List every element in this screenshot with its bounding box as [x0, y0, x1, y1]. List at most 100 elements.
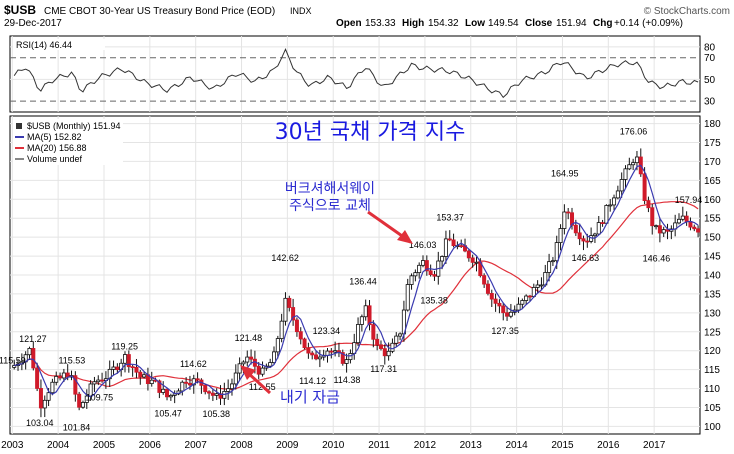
- price-label: 103.04: [26, 418, 54, 428]
- candle-body: [573, 224, 578, 234]
- annotation-berkshire-line2: 주식으로 교체: [289, 198, 371, 214]
- candle-body: [165, 388, 170, 398]
- high-label: High: [402, 18, 424, 29]
- chg-value: +0.14 (+0.09%): [614, 18, 683, 29]
- candle-body: [447, 238, 452, 241]
- candle-body: [157, 380, 162, 393]
- candle-body: [214, 393, 219, 396]
- candle-body: [432, 274, 437, 277]
- candle-body: [283, 297, 288, 322]
- candle-body: [600, 222, 605, 224]
- high-value: 154.32: [428, 18, 459, 29]
- candle-body: [604, 205, 609, 224]
- candle-body: [375, 338, 380, 346]
- candle-body: [577, 232, 582, 240]
- rsi-tick-label: 70: [704, 53, 716, 64]
- price-label: 109.75: [86, 393, 114, 403]
- candle-body: [646, 200, 651, 209]
- y-tick-label: 155: [704, 214, 721, 225]
- candle-body: [111, 366, 116, 370]
- candle-body: [394, 335, 399, 344]
- price-label: 101.84: [63, 422, 91, 432]
- candle-body: [96, 379, 101, 383]
- y-tick-label: 180: [704, 119, 721, 130]
- candle-body: [61, 372, 66, 379]
- candle-body: [359, 316, 364, 325]
- candle-body: [340, 352, 345, 364]
- candle-body: [398, 333, 403, 337]
- y-tick-label: 105: [704, 403, 721, 414]
- y-tick-label: 175: [704, 138, 721, 149]
- candle-body: [676, 218, 681, 224]
- candle-body: [245, 356, 250, 363]
- candle-body: [562, 211, 567, 229]
- candle-body: [272, 351, 277, 363]
- price-label: 146.63: [572, 253, 600, 263]
- low-value: 149.54: [488, 18, 519, 29]
- candle-body: [314, 354, 319, 360]
- price-label: 146.03: [409, 240, 437, 250]
- candle-body: [35, 367, 40, 389]
- candle-body: [54, 376, 59, 383]
- description-label: CME CBOT 30-Year US Treasury Bond Price …: [44, 6, 275, 17]
- candle-body: [608, 204, 613, 207]
- annotation-berkshire-line1: 버크셔해서웨이: [285, 181, 375, 197]
- x-tick-label: 2012: [414, 440, 437, 451]
- chg-label: Chg: [593, 18, 612, 29]
- candle-body: [348, 353, 353, 361]
- candle-body: [123, 354, 128, 364]
- candle-body: [363, 305, 368, 318]
- candle-body: [657, 225, 662, 234]
- rsi-line: [13, 48, 699, 99]
- candle-body: [161, 388, 166, 393]
- arrow-bet: [240, 365, 272, 395]
- candle-body: [596, 222, 601, 235]
- legend-entry: MA(5) 152.82: [27, 132, 82, 142]
- candle-body: [306, 347, 311, 354]
- price-label: 157.94: [675, 195, 703, 205]
- candle-body: [210, 392, 215, 396]
- candle-body: [77, 393, 82, 408]
- rsi-grid: [10, 36, 700, 112]
- candle-body: [692, 226, 697, 230]
- candle-body: [547, 261, 552, 273]
- price-y-ticks: 100 105 110 115 120 125 130 135 140 145 150 155 160 1…: [704, 119, 721, 433]
- x-tick-label: 2005: [93, 440, 116, 451]
- candle-body: [390, 342, 395, 352]
- rsi-panel-frame: [9, 35, 701, 113]
- candle-body: [489, 293, 494, 300]
- candle-body: [627, 164, 632, 170]
- candle-body: [520, 300, 525, 305]
- x-tick-label: 2017: [643, 440, 666, 451]
- candle-body: [642, 173, 647, 201]
- close-label: Close: [525, 18, 553, 29]
- x-tick-label: 2016: [597, 440, 620, 451]
- price-label: 142.62: [271, 253, 299, 263]
- x-tick-label: 2014: [505, 440, 528, 451]
- candle-body: [249, 356, 254, 360]
- candle-body: [654, 225, 659, 228]
- candle-body: [550, 260, 555, 263]
- arrow-berkshire: [367, 210, 413, 244]
- candle-body: [237, 363, 242, 374]
- candle-body: [310, 352, 315, 356]
- price-label: 115.53: [58, 356, 85, 366]
- price-label: 115.59: [0, 355, 26, 365]
- legend-entry: $USB (Monthly) 151.94: [27, 121, 121, 131]
- candle-body: [585, 240, 590, 243]
- candle-body: [539, 284, 544, 287]
- candle-body: [180, 381, 185, 392]
- candle-body: [233, 372, 238, 385]
- y-tick-label: 140: [704, 271, 721, 282]
- candle-body: [100, 379, 105, 382]
- candle-body: [367, 305, 372, 325]
- candle-body: [382, 348, 387, 357]
- price-label: 127.35: [491, 326, 519, 336]
- y-tick-label: 120: [704, 346, 721, 357]
- candle-body: [149, 379, 154, 385]
- x-tick-label: 2013: [460, 440, 483, 451]
- rsi-tick-label: 30: [704, 97, 716, 108]
- candle-body: [344, 359, 349, 364]
- price-label: 135.38: [420, 295, 448, 305]
- candle-body: [115, 366, 120, 371]
